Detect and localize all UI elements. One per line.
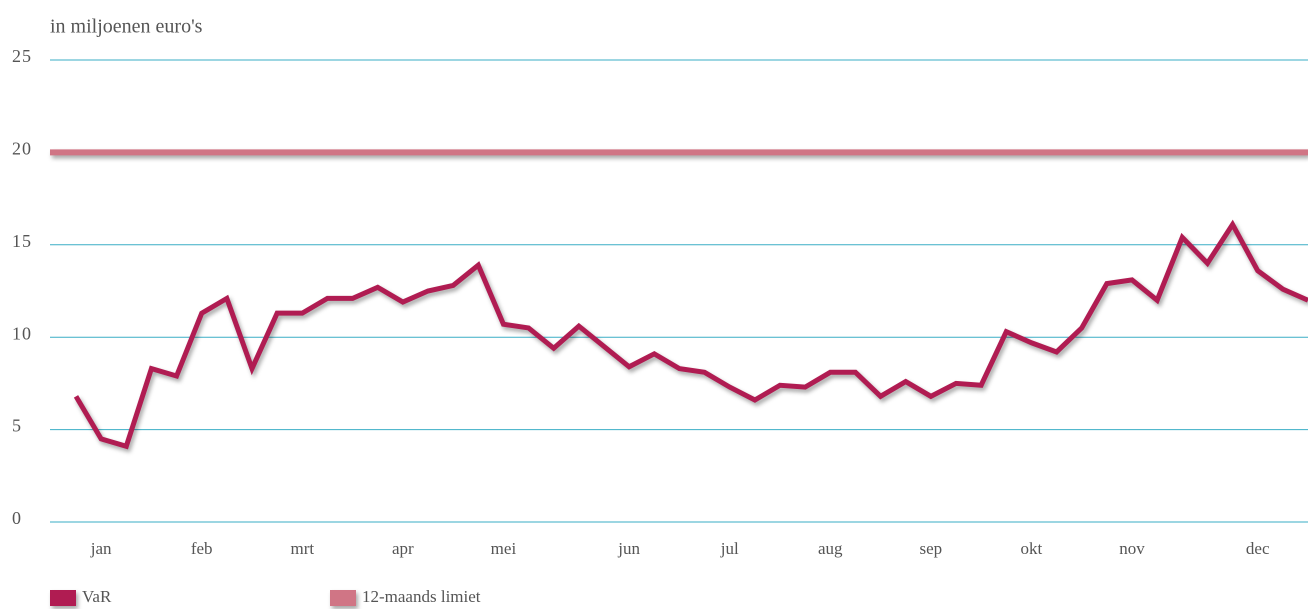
- x-tick-label: nov: [1119, 539, 1145, 558]
- legend-swatch: [50, 590, 76, 606]
- line: [73, 219, 1308, 450]
- y-tick-label: 15: [12, 231, 32, 251]
- legend-label: VaR: [82, 587, 112, 606]
- x-tick-label: jun: [617, 539, 640, 558]
- x-tick-label: aug: [818, 539, 843, 558]
- x-tick-label: dec: [1246, 539, 1270, 558]
- y-tick-label: 0: [12, 508, 22, 528]
- legend-swatch: [330, 590, 356, 606]
- legend-label: 12-maands limiet: [362, 587, 481, 606]
- x-tick-label: apr: [392, 539, 414, 558]
- x-tick-label: feb: [191, 539, 213, 558]
- x-tick-label: mei: [491, 539, 517, 558]
- x-tick-label: jul: [720, 539, 739, 558]
- y-tick-label: 10: [12, 323, 32, 343]
- y-tick-label: 5: [12, 416, 22, 436]
- x-tick-label: okt: [1021, 539, 1043, 558]
- y-tick-label: 25: [12, 46, 32, 66]
- x-tick-label: jan: [90, 539, 112, 558]
- axis-title: in miljoenen euro's: [50, 16, 203, 38]
- x-tick-label: sep: [920, 539, 943, 558]
- y-tick-label: 20: [12, 139, 32, 159]
- x-tick-label: mrt: [290, 539, 314, 558]
